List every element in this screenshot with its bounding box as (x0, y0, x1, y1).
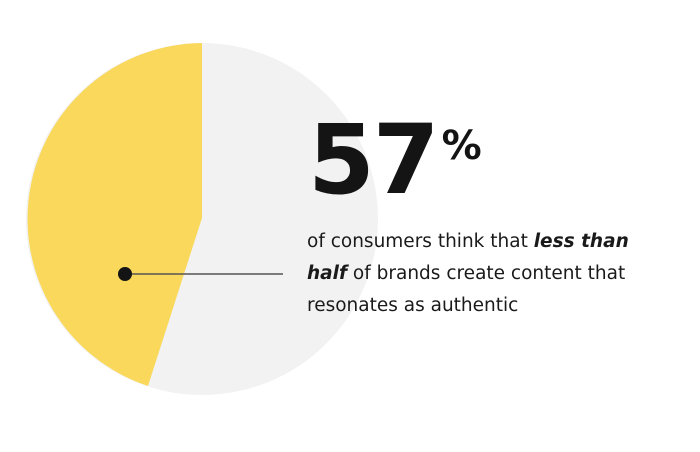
stat-description: of consumers think that less than half o… (307, 226, 687, 322)
desc-text-2: of brands create content that (347, 263, 626, 284)
stat-number: 57 (308, 104, 440, 216)
pie-slice-yellow (27, 43, 202, 386)
stat-unit: % (441, 123, 482, 169)
desc-emphasis-1: less than (533, 231, 629, 252)
stat-headline: 57% (308, 112, 482, 208)
desc-emphasis-2: half (307, 263, 348, 284)
leader-dot (118, 267, 132, 281)
desc-text-1: of consumers think that (307, 231, 534, 252)
desc-text-3: resonates as authentic (307, 295, 519, 316)
